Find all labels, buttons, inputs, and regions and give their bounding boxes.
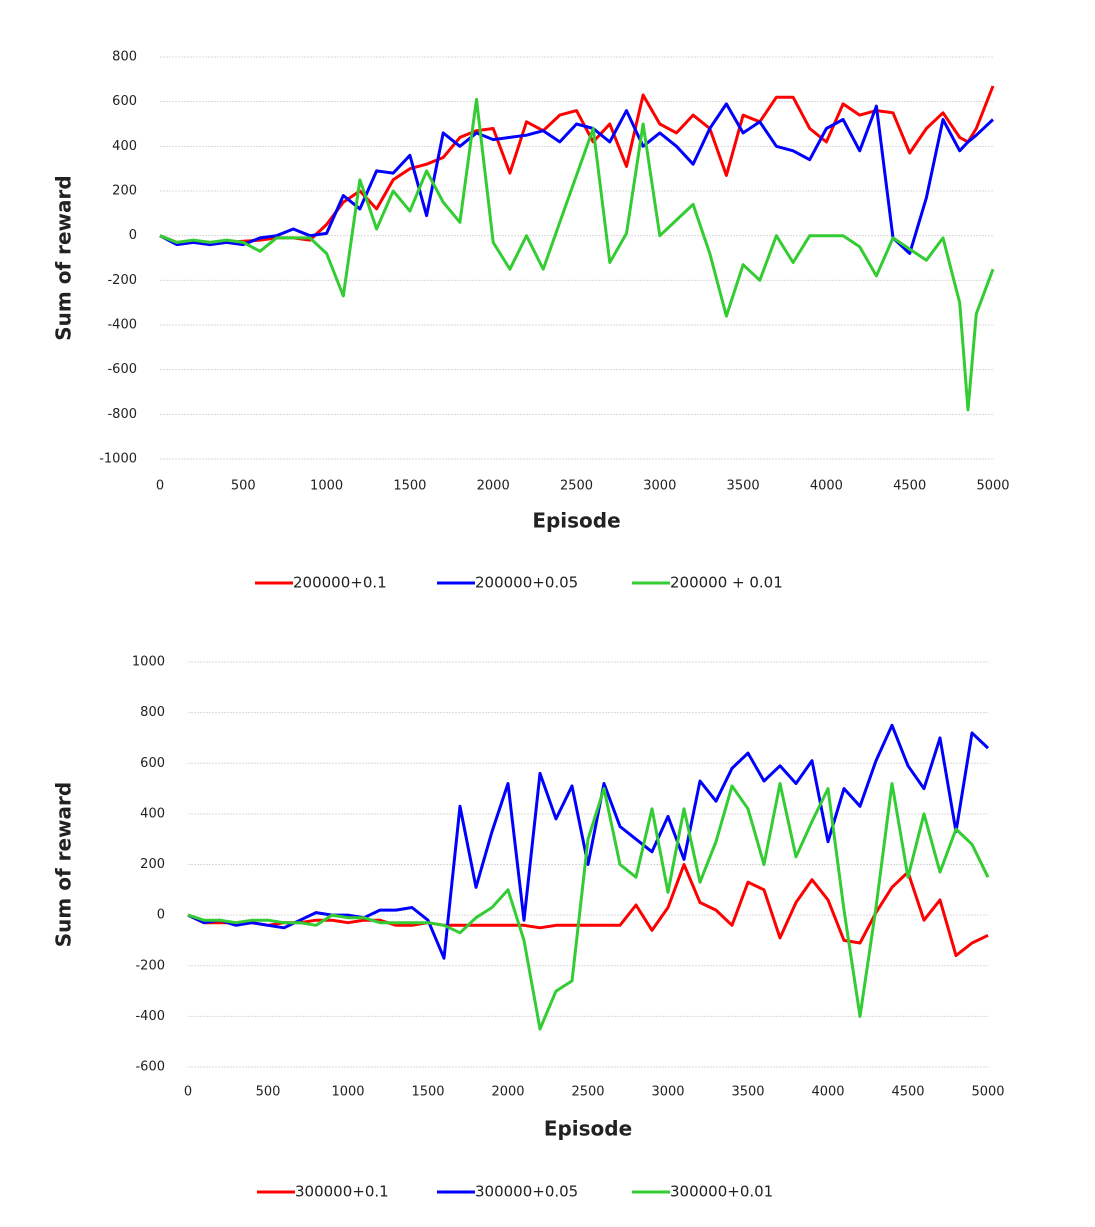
series-line [159, 102, 995, 255]
y-tick-label: -400 [135, 1009, 165, 1024]
x-tick-label: 1500 [411, 1085, 444, 1100]
y-tick-label: 200 [112, 184, 137, 199]
x-tick-label: 5000 [976, 479, 1009, 494]
y-tick-label: -800 [107, 407, 137, 422]
y-tick-label: 0 [157, 908, 165, 923]
y-tick-label: 0 [129, 228, 137, 243]
x-axis-label: Episode [532, 509, 620, 533]
x-tick-label: 3500 [727, 479, 760, 494]
x-tick-label: 3000 [651, 1085, 684, 1100]
x-tick-label: 3500 [731, 1085, 764, 1100]
y-tick-label: 800 [140, 705, 165, 720]
series-line [187, 782, 990, 1031]
x-tick-label: 1000 [310, 479, 343, 494]
x-axis-label: Episode [544, 1117, 632, 1141]
x-tick-label: 4500 [893, 479, 926, 494]
y-tick-label: -200 [107, 273, 137, 288]
x-tick-label: 5000 [971, 1085, 1004, 1100]
y-tick-label: 200 [140, 857, 165, 872]
x-tick-label: 2000 [491, 1085, 524, 1100]
x-tick-label: 0 [184, 1085, 192, 1100]
x-tick-label: 3000 [643, 479, 676, 494]
y-tick-label: -600 [107, 362, 137, 377]
y-tick-label: -400 [107, 318, 137, 333]
x-tick-label: 500 [231, 479, 256, 494]
x-tick-label: 2500 [571, 1085, 604, 1100]
x-tick-label: 2000 [477, 479, 510, 494]
y-tick-label: 600 [112, 94, 137, 109]
x-tick-label: 2500 [560, 479, 593, 494]
x-tick-label: 500 [256, 1085, 281, 1100]
y-tick-label: -600 [135, 1060, 165, 1075]
series-line [187, 723, 990, 960]
y-tick-label: 400 [112, 139, 137, 154]
y-axis-label: Sum of reward [52, 175, 76, 340]
y-tick-label: -1000 [99, 452, 137, 467]
x-tick-label: 4000 [810, 479, 843, 494]
x-tick-label: 4000 [811, 1085, 844, 1100]
y-axis-label: Sum of reward [52, 782, 76, 947]
y-tick-label: 600 [140, 756, 165, 771]
y-tick-label: 800 [112, 50, 137, 65]
legend-label: 200000 + 0.01 [670, 574, 783, 592]
legend-label: 300000+0.1 [295, 1183, 389, 1201]
x-tick-label: 1500 [393, 479, 426, 494]
series-line [159, 97, 995, 412]
legend-label: 200000+0.05 [475, 574, 578, 592]
x-tick-label: 1000 [331, 1085, 364, 1100]
series-line [187, 863, 989, 958]
series-line [159, 85, 995, 244]
x-tick-label: 0 [156, 479, 164, 494]
legend-label: 300000+0.05 [475, 1183, 578, 1201]
legend-label: 200000+0.1 [293, 574, 387, 592]
x-tick-label: 4500 [891, 1085, 924, 1100]
legend-label: 300000+0.01 [670, 1183, 773, 1201]
y-tick-label: 400 [140, 806, 165, 821]
y-tick-label: -200 [135, 958, 165, 973]
y-tick-label: 1000 [132, 655, 165, 670]
